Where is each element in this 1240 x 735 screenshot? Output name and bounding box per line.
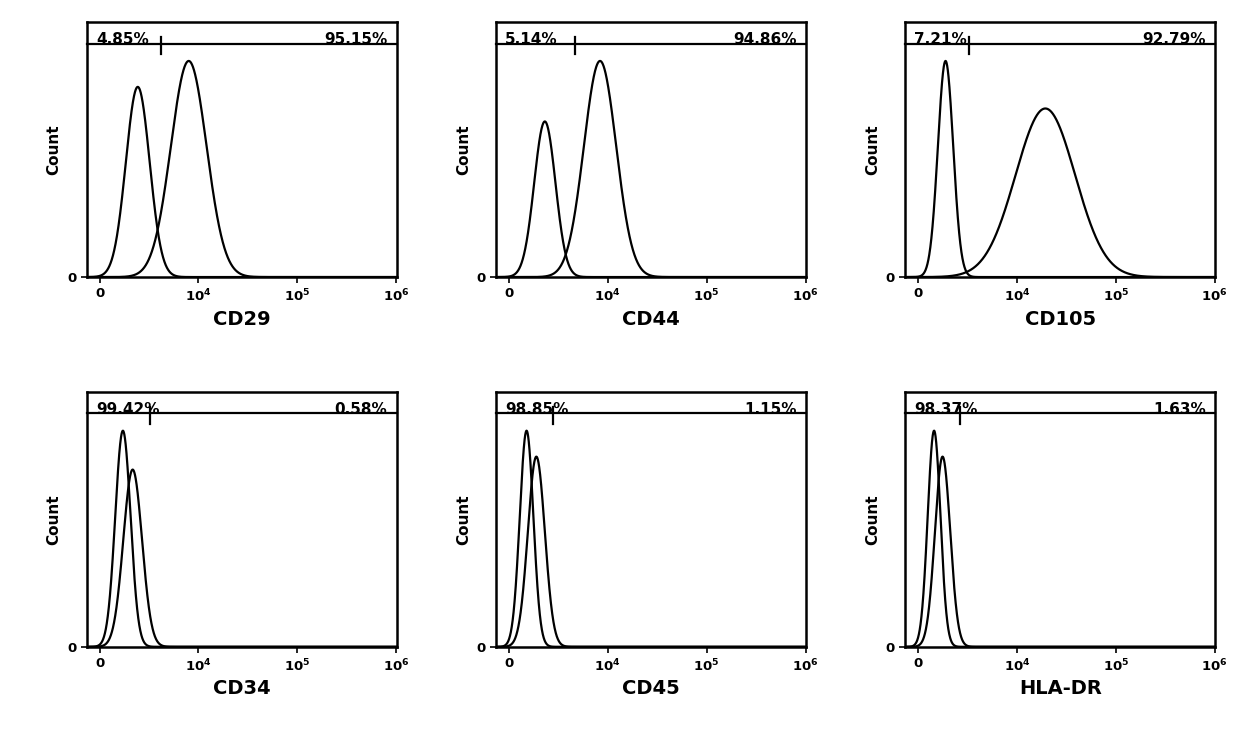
Text: 95.15%: 95.15% [324, 32, 387, 47]
Text: 5.14%: 5.14% [506, 32, 558, 47]
Text: 0.58%: 0.58% [335, 402, 387, 417]
Y-axis label: Count: Count [866, 124, 880, 175]
X-axis label: HLA-DR: HLA-DR [1019, 679, 1101, 698]
Y-axis label: Count: Count [47, 124, 62, 175]
X-axis label: CD29: CD29 [213, 309, 270, 329]
Y-axis label: Count: Count [456, 124, 471, 175]
Y-axis label: Count: Count [866, 494, 880, 545]
Text: 92.79%: 92.79% [1142, 32, 1205, 47]
Text: 99.42%: 99.42% [97, 402, 160, 417]
X-axis label: CD44: CD44 [622, 309, 680, 329]
Text: 4.85%: 4.85% [97, 32, 149, 47]
Text: 1.15%: 1.15% [744, 402, 796, 417]
X-axis label: CD45: CD45 [622, 679, 680, 698]
Text: 1.63%: 1.63% [1153, 402, 1205, 417]
Text: 98.37%: 98.37% [914, 402, 978, 417]
X-axis label: CD34: CD34 [213, 679, 270, 698]
X-axis label: CD105: CD105 [1024, 309, 1096, 329]
Text: 98.85%: 98.85% [506, 402, 569, 417]
Y-axis label: Count: Count [47, 494, 62, 545]
Text: 7.21%: 7.21% [914, 32, 967, 47]
Text: 94.86%: 94.86% [733, 32, 796, 47]
Y-axis label: Count: Count [456, 494, 471, 545]
